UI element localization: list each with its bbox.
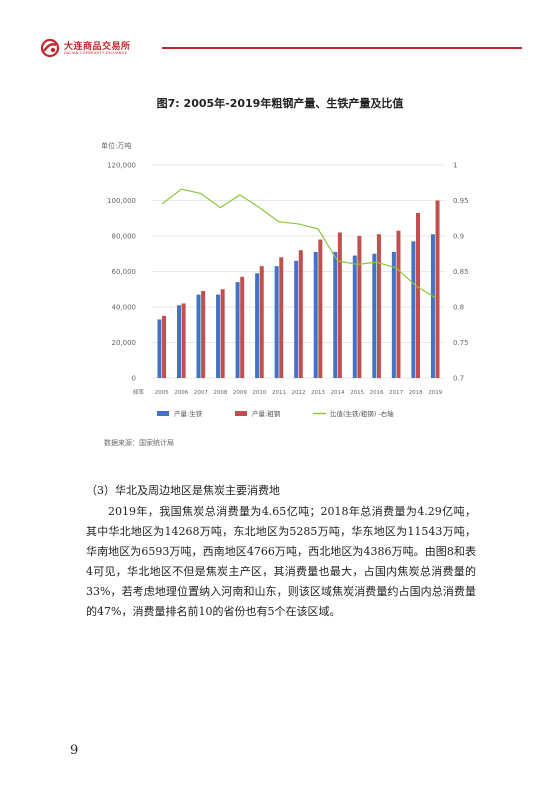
x-tick-label: 2013 xyxy=(311,390,325,396)
bar-crude-steel xyxy=(279,257,284,378)
y-left-tick-label: 40,000 xyxy=(112,304,137,312)
bar-pig-iron xyxy=(411,241,416,378)
bar-crude-steel xyxy=(376,234,381,378)
legend-ratio-label: 比值(生铁/粗钢) -右轴 xyxy=(330,409,394,418)
steel-iron-chart: 单位:万吨020,00040,00060,00080,000100,000120… xyxy=(101,141,469,418)
bar-crude-steel xyxy=(201,291,206,378)
bar-crude-steel xyxy=(435,200,440,378)
y-right-tick-label: 0.95 xyxy=(453,197,469,205)
x-tick-label: 2010 xyxy=(252,390,266,396)
bar-pig-iron xyxy=(157,319,162,378)
legend-crude-steel-label: 产量:粗钢 xyxy=(252,409,281,418)
bar-crude-steel xyxy=(357,236,362,378)
page-number: 9 xyxy=(70,743,79,758)
legend-pig-iron-label: 产量:生铁 xyxy=(174,409,203,418)
bar-crude-steel xyxy=(416,212,420,378)
x-tick-label: 2017 xyxy=(389,390,403,396)
y-right-tick-label: 0.9 xyxy=(453,233,464,241)
body-paragraph: 2019年，我国焦炭总消费量为4.65亿吨；2018年总消费量为4.29亿吨，其… xyxy=(86,505,476,618)
x-tick-label: 2006 xyxy=(174,390,188,396)
bar-pig-iron xyxy=(391,251,396,378)
bar-crude-steel xyxy=(318,239,323,378)
bar-crude-steel xyxy=(181,303,186,378)
bar-pig-iron xyxy=(235,282,240,378)
x-tick-label: 2011 xyxy=(272,390,286,396)
bar-pig-iron xyxy=(430,234,435,378)
bar-pig-iron xyxy=(255,273,260,378)
bar-pig-iron xyxy=(294,260,299,378)
y-right-tick-label: 0.85 xyxy=(453,268,469,276)
figure-title: 图7: 2005年-2019年粗钢产量、生铁产量及比值 xyxy=(156,97,404,110)
x-tick-label: 2008 xyxy=(213,390,227,396)
x-tick-label: 2012 xyxy=(292,390,306,396)
x-tick-label: 2009 xyxy=(233,390,247,396)
y-right-tick-label: 0.75 xyxy=(453,339,469,347)
exchange-logo: 大连商品交易所 DALIAN COMMODITY EXCHANGE xyxy=(40,38,160,60)
bar-crude-steel xyxy=(240,276,245,378)
y-left-tick-label: 20,000 xyxy=(112,339,137,347)
bar-pig-iron xyxy=(352,255,357,378)
bar-crude-steel xyxy=(162,315,167,378)
bar-crude-steel xyxy=(337,232,342,378)
bar-pig-iron xyxy=(216,294,221,378)
y-right-tick-label: 0.8 xyxy=(453,304,464,312)
y-left-tick-label: 120,000 xyxy=(107,162,136,170)
bar-crude-steel xyxy=(220,289,225,378)
x-tick-label: 2014 xyxy=(331,390,345,396)
bar-pig-iron xyxy=(196,294,201,378)
section-heading: （3）华北及周边地区是焦炭主要消费地 xyxy=(86,484,280,497)
y-right-tick-label: 0.7 xyxy=(453,375,464,383)
logo-chinese-name: 大连商品交易所 xyxy=(64,42,131,52)
header-rule xyxy=(162,47,522,49)
x-tick-label: 2016 xyxy=(370,390,384,396)
bar-crude-steel xyxy=(396,230,401,378)
x-tick-label: 2007 xyxy=(194,390,208,396)
logo-english-name: DALIAN COMMODITY EXCHANGE xyxy=(64,51,128,55)
y-right-tick-label: 1 xyxy=(453,162,457,170)
x-tick-label: 2019 xyxy=(428,390,442,396)
ratio-line xyxy=(161,188,436,299)
bar-pig-iron xyxy=(274,266,279,378)
legend-crude-steel-swatch xyxy=(235,411,247,416)
x-tick-label: 2005 xyxy=(155,390,169,396)
x-tick-label: 2015 xyxy=(350,390,364,396)
bar-pig-iron xyxy=(313,251,318,378)
bar-pig-iron xyxy=(177,305,181,378)
x-axis-label: 频率 xyxy=(133,388,145,396)
y-left-tick-label: 0 xyxy=(132,375,136,383)
dce-logo-icon xyxy=(40,38,60,58)
bar-pig-iron xyxy=(333,251,338,378)
y-left-tick-label: 100,000 xyxy=(107,197,136,205)
bar-crude-steel xyxy=(298,250,303,378)
legend-pig-iron-swatch xyxy=(157,411,169,416)
y-axis-unit-label: 单位:万吨 xyxy=(101,141,131,150)
y-left-tick-label: 80,000 xyxy=(112,233,137,241)
bar-pig-iron xyxy=(372,253,377,378)
figure-source: 数据来源：国家统计局 xyxy=(104,439,174,447)
bar-crude-steel xyxy=(259,266,264,378)
page-header: 大连商品交易所 DALIAN COMMODITY EXCHANGE xyxy=(0,0,560,60)
y-left-tick-label: 60,000 xyxy=(112,268,137,276)
x-tick-label: 2018 xyxy=(409,390,423,396)
